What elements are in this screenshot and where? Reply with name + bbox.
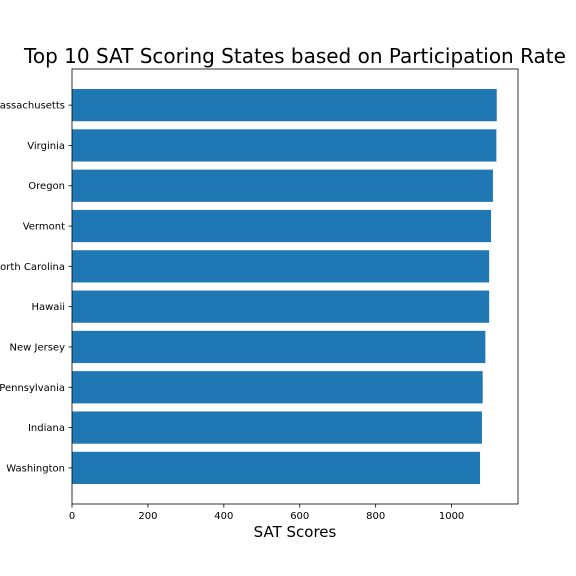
x-tick-label: 0 [69,511,75,522]
y-tick-label: Hawaii [31,302,65,313]
y-tick-label: North Carolina [0,262,65,273]
bar-new-jersey [72,331,485,363]
x-tick-label: 600 [290,511,309,522]
y-tick-label: Vermont [23,222,65,233]
bar-virginia [72,129,496,161]
x-tick-label: 400 [214,511,233,522]
bar-massachusetts [72,89,497,121]
x-tick-label: 800 [366,511,385,522]
bar-oregon [72,170,493,202]
bar-north-carolina [72,250,489,282]
y-tick-label: Oregon [28,181,65,192]
y-tick-label: Washington [6,463,65,474]
y-tick-label: Pennsylvania [0,383,65,394]
x-axis-label: SAT Scores [254,523,337,541]
bar-indiana [72,411,482,443]
x-axis-ticks: 0 200 400 600 800 1000 [69,504,464,522]
bar-pennsylvania [72,371,483,403]
y-axis-ticks: Massachusetts Virginia Oregon Vermont North … [0,101,72,475]
y-tick-label: Indiana [28,423,65,434]
x-tick-label: 1000 [439,511,464,522]
bars-group [72,89,497,484]
y-tick-label: New Jersey [10,342,66,353]
y-tick-label: Virginia [27,141,65,152]
bar-hawaii [72,291,489,323]
chart-title: Top 10 SAT Scoring States based on Parti… [23,44,566,68]
y-tick-label: Massachusetts [0,101,65,112]
x-tick-label: 200 [138,511,157,522]
bar-washington [72,452,480,484]
bar-vermont [72,210,491,242]
